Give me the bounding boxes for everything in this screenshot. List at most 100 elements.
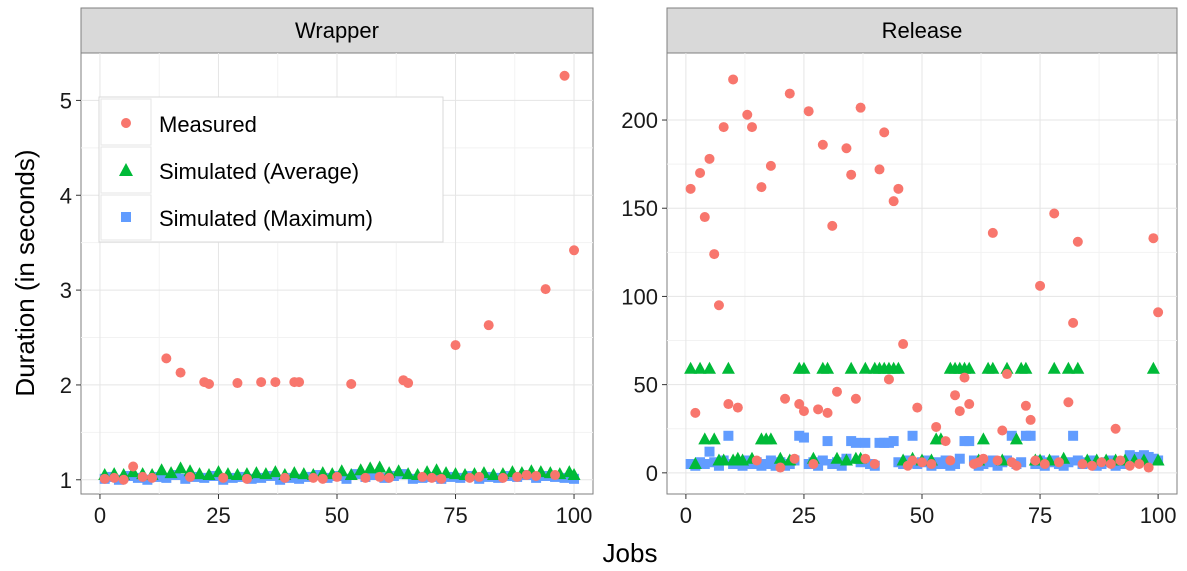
point-simulated-maximum bbox=[822, 436, 833, 447]
y-tick-label: 4 bbox=[60, 183, 72, 208]
point-simulated-average bbox=[1061, 361, 1075, 374]
point-measured bbox=[728, 74, 739, 85]
point-measured bbox=[690, 407, 701, 418]
point-simulated-maximum bbox=[369, 470, 380, 481]
point-simulated-average bbox=[259, 467, 273, 480]
point-measured bbox=[1105, 459, 1116, 470]
point-measured bbox=[1110, 423, 1121, 434]
y-axis-title: Duration (in seconds) bbox=[10, 149, 40, 396]
point-measured bbox=[161, 353, 172, 364]
point-measured bbox=[751, 455, 762, 466]
x-tick-label: 100 bbox=[1140, 503, 1177, 528]
point-simulated-average bbox=[1047, 361, 1061, 374]
point-measured bbox=[732, 402, 743, 413]
point-simulated-maximum bbox=[765, 455, 776, 466]
legend-label-simulated-maximum: Simulated (Maximum) bbox=[159, 206, 373, 231]
legend-box bbox=[98, 96, 444, 243]
point-simulated-maximum bbox=[836, 460, 847, 471]
point-measured bbox=[713, 300, 724, 311]
point-simulated-average bbox=[844, 361, 858, 374]
point-simulated-average bbox=[821, 361, 835, 374]
point-simulated-maximum bbox=[950, 459, 961, 470]
point-simulated-maximum bbox=[180, 473, 191, 484]
point-simulated-average bbox=[1071, 361, 1085, 374]
point-measured bbox=[718, 122, 729, 133]
point-simulated-maximum bbox=[1087, 455, 1097, 466]
point-simulated-maximum bbox=[699, 459, 710, 470]
point-simulated-average bbox=[721, 361, 735, 374]
point-measured bbox=[317, 473, 328, 484]
point-simulated-average bbox=[354, 463, 368, 476]
point-measured bbox=[709, 249, 720, 260]
legend-key-measured: Measured bbox=[100, 98, 257, 146]
point-measured bbox=[1077, 459, 1088, 470]
point-measured bbox=[1148, 233, 1159, 244]
point-simulated-average bbox=[230, 468, 244, 481]
point-simulated-average bbox=[174, 461, 188, 474]
x-tick-label: 25 bbox=[792, 503, 816, 528]
point-measured bbox=[308, 472, 319, 483]
point-measured bbox=[512, 471, 523, 482]
point-simulated-average bbox=[268, 465, 282, 478]
point-measured bbox=[987, 227, 998, 238]
strip-label-wrapper: Wrapper bbox=[295, 18, 379, 43]
legend-label-measured: Measured bbox=[159, 112, 257, 137]
point-measured bbox=[832, 386, 842, 397]
point-simulated-maximum bbox=[954, 453, 965, 464]
point-measured bbox=[879, 127, 890, 138]
point-measured bbox=[794, 399, 805, 410]
point-simulated-maximum bbox=[704, 446, 715, 457]
point-measured bbox=[798, 406, 809, 417]
x-tick-label: 75 bbox=[1028, 503, 1052, 528]
point-measured bbox=[1087, 460, 1097, 471]
point-measured bbox=[426, 472, 437, 483]
point-simulated-average bbox=[891, 361, 905, 374]
point-measured bbox=[1053, 457, 1064, 468]
point-measured bbox=[907, 455, 918, 466]
legend-marker-simulated-average bbox=[119, 163, 133, 176]
point-measured bbox=[521, 470, 532, 481]
point-measured bbox=[1049, 208, 1060, 219]
point-measured bbox=[855, 102, 866, 113]
point-measured bbox=[1063, 397, 1074, 408]
point-measured bbox=[704, 153, 715, 164]
point-measured bbox=[1068, 317, 1079, 328]
point-simulated-maximum bbox=[1002, 455, 1012, 466]
point-measured bbox=[204, 378, 214, 389]
point-simulated-average bbox=[164, 466, 178, 479]
point-measured bbox=[540, 284, 551, 295]
point-measured bbox=[450, 340, 461, 351]
ticks-wrapper: 0 25 50 75 100 1 2 3 4 5 bbox=[60, 88, 593, 528]
point-simulated-average bbox=[486, 468, 500, 481]
point-simulated-average bbox=[703, 361, 716, 374]
point-measured bbox=[950, 390, 961, 401]
point-simulated-average bbox=[858, 361, 872, 374]
y-tick-label: 50 bbox=[634, 373, 658, 398]
point-measured bbox=[803, 106, 814, 117]
marks-release bbox=[684, 74, 1165, 473]
point-simulated-average bbox=[1019, 361, 1033, 374]
point-simulated-maximum bbox=[798, 432, 809, 443]
point-measured bbox=[869, 459, 880, 470]
point-measured bbox=[1025, 414, 1036, 425]
point-measured bbox=[850, 393, 861, 404]
point-measured bbox=[109, 472, 120, 483]
point-measured bbox=[241, 473, 252, 484]
point-simulated-average bbox=[249, 466, 263, 479]
point-measured bbox=[695, 167, 706, 178]
point-measured bbox=[756, 182, 767, 193]
point-measured bbox=[1002, 369, 1012, 380]
point-measured bbox=[860, 453, 871, 464]
point-measured bbox=[346, 378, 357, 389]
point-measured bbox=[954, 406, 965, 417]
y-tick-label: 0 bbox=[646, 461, 658, 486]
point-measured bbox=[888, 196, 899, 207]
point-measured bbox=[384, 472, 395, 483]
point-measured bbox=[147, 472, 158, 483]
point-simulated-average bbox=[363, 461, 377, 474]
point-simulated-average bbox=[1009, 432, 1023, 445]
point-measured bbox=[813, 404, 824, 415]
panel-release: Release 0 25 50 75 100 0 50 100 150 200 bbox=[621, 7, 1178, 528]
point-simulated-average bbox=[373, 460, 387, 473]
y-tick-label: 150 bbox=[621, 196, 658, 221]
